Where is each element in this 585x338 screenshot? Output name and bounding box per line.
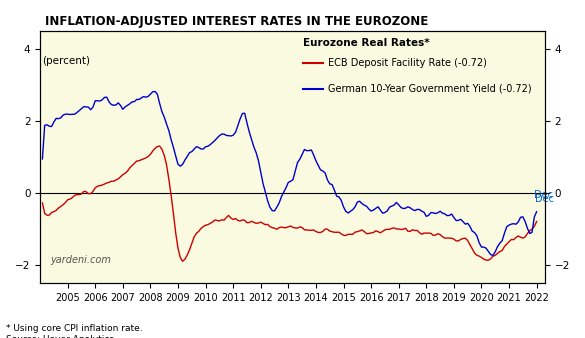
- Text: INFLATION-ADJUSTED INTEREST RATES IN THE EUROZONE: INFLATION-ADJUSTED INTEREST RATES IN THE…: [45, 15, 428, 28]
- Text: German 10-Year Government Yield (-0.72): German 10-Year Government Yield (-0.72): [328, 83, 531, 94]
- Text: (percent): (percent): [43, 56, 91, 66]
- Text: Eurozone Real Rates*: Eurozone Real Rates*: [302, 38, 429, 48]
- Text: Dec: Dec: [535, 190, 553, 200]
- Text: ECB Deposit Facility Rate (-0.72): ECB Deposit Facility Rate (-0.72): [328, 58, 487, 68]
- Text: yardeni.com: yardeni.com: [50, 255, 111, 265]
- Text: * Using core CPI inflation rate.: * Using core CPI inflation rate.: [6, 324, 143, 334]
- Text: Dec: Dec: [535, 194, 554, 204]
- Text: Source: Haver Analytics.: Source: Haver Analytics.: [6, 335, 117, 338]
